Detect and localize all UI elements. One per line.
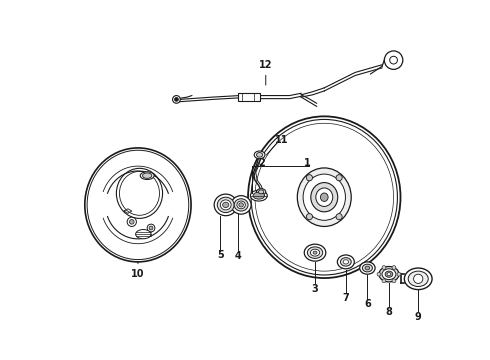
Circle shape [172,95,180,103]
Text: 5: 5 [217,250,224,260]
Circle shape [127,217,136,226]
Ellipse shape [237,201,245,209]
Ellipse shape [408,271,428,287]
FancyBboxPatch shape [238,93,260,101]
Ellipse shape [222,202,229,208]
Ellipse shape [387,273,391,276]
Circle shape [390,56,397,64]
Ellipse shape [253,192,265,199]
Ellipse shape [136,230,151,239]
Ellipse shape [239,203,244,207]
Ellipse shape [404,268,432,289]
Ellipse shape [258,190,264,194]
Text: 12: 12 [259,60,272,85]
Circle shape [382,279,386,283]
Circle shape [129,220,134,224]
Ellipse shape [337,255,354,269]
Ellipse shape [231,195,251,214]
Circle shape [382,266,386,269]
Ellipse shape [360,262,375,274]
Ellipse shape [257,189,266,195]
Ellipse shape [311,249,319,256]
Circle shape [149,226,153,230]
Circle shape [147,224,155,232]
Ellipse shape [214,194,237,216]
Ellipse shape [320,193,328,202]
Ellipse shape [140,172,154,180]
Ellipse shape [316,188,333,206]
Text: 6: 6 [364,299,371,309]
Ellipse shape [363,264,372,272]
Circle shape [174,98,178,101]
Ellipse shape [343,260,348,264]
Ellipse shape [234,199,248,211]
Ellipse shape [220,200,231,210]
Text: 11: 11 [275,135,289,145]
Text: 1: 1 [304,158,311,167]
Circle shape [306,213,313,220]
Text: 10: 10 [131,262,145,279]
Circle shape [392,266,396,269]
Ellipse shape [257,153,263,157]
Ellipse shape [248,116,400,278]
Ellipse shape [307,247,323,258]
Ellipse shape [382,269,396,280]
Ellipse shape [385,271,393,277]
Ellipse shape [250,190,268,201]
Ellipse shape [311,183,338,212]
Text: 3: 3 [312,284,318,294]
Ellipse shape [379,266,399,282]
Ellipse shape [254,151,265,159]
Ellipse shape [303,174,345,220]
Circle shape [336,175,342,181]
Ellipse shape [365,266,370,270]
Text: 4: 4 [235,251,242,261]
Circle shape [397,272,401,276]
Circle shape [384,51,403,69]
Ellipse shape [116,168,163,219]
Text: 8: 8 [386,307,392,317]
Text: 9: 9 [415,311,421,321]
Ellipse shape [304,244,326,261]
Text: 2: 2 [258,158,265,167]
Circle shape [377,272,381,276]
Circle shape [306,175,313,181]
Circle shape [414,274,423,283]
Circle shape [392,279,396,283]
Ellipse shape [85,148,191,262]
Ellipse shape [341,258,351,266]
Circle shape [336,213,342,220]
Ellipse shape [297,168,351,226]
Ellipse shape [313,251,317,254]
Ellipse shape [217,197,234,213]
Text: 7: 7 [343,293,349,303]
Ellipse shape [143,173,152,178]
